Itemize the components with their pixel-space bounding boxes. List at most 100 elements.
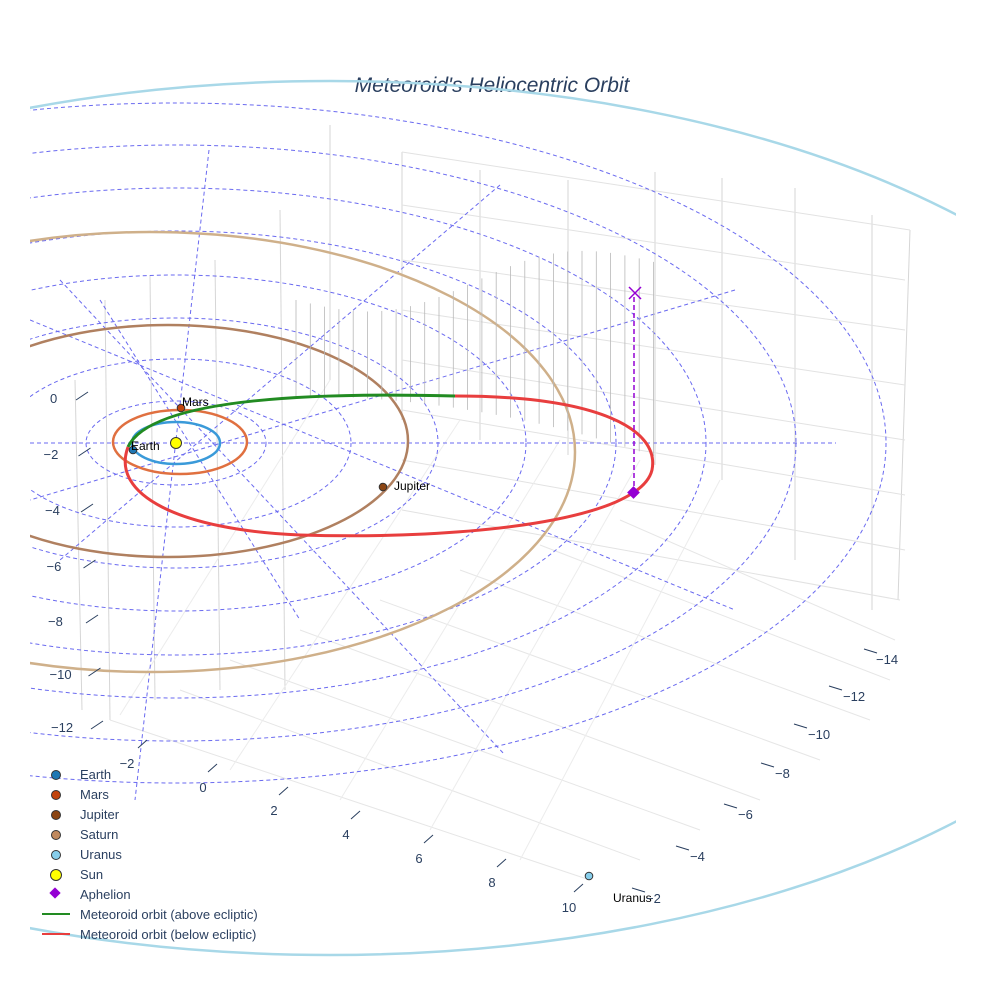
legend-label: Mars (80, 786, 109, 802)
polar-ring (30, 274, 527, 612)
x-tick-mark (207, 763, 218, 773)
legend-marker (51, 830, 61, 840)
y-tick-mark (828, 685, 843, 691)
legend-marker (51, 770, 61, 780)
polar-ring (30, 358, 352, 528)
grid-line (279, 209, 286, 691)
polar-spoke (59, 279, 506, 756)
y-tick-label: −14 (876, 652, 898, 667)
z-tick-label: −2 (44, 447, 59, 462)
polar-spoke (30, 319, 736, 611)
x-tick-mark (423, 834, 434, 844)
legend-item[interactable]: Earth (40, 764, 258, 784)
legend-symbol (40, 764, 74, 784)
x-tick-label: 8 (488, 875, 495, 890)
legend-symbol (40, 824, 74, 844)
grid-line (104, 299, 111, 721)
saturn-orbit (30, 230, 577, 674)
grid-line (119, 379, 331, 716)
z-tick-mark (85, 614, 99, 624)
z-tick-mark (78, 447, 91, 457)
legend-label: Earth (80, 766, 112, 782)
grid-line (74, 379, 83, 711)
grid-line (539, 544, 891, 681)
x-tick-label: −2 (120, 756, 135, 771)
legend-label: Meteoroid orbit (above ecliptic) (80, 906, 258, 922)
uranus-label: Uranus (613, 891, 652, 905)
legend-symbol (40, 784, 74, 804)
legend-marker (42, 913, 70, 915)
legend-marker (42, 933, 70, 935)
x-tick-mark (573, 883, 584, 893)
x-tick-mark (496, 858, 507, 868)
meteoroid-orbit-below (123, 394, 655, 538)
legend-marker (50, 869, 62, 881)
legend-item[interactable]: Meteoroid orbit (below ecliptic) (40, 924, 258, 944)
uranus-marker (584, 871, 594, 881)
legend-label: Saturn (80, 826, 119, 842)
grid-line (299, 629, 761, 801)
z-tick-mark (83, 559, 96, 569)
grid-line (214, 259, 221, 691)
polar-spoke (59, 184, 501, 561)
x-tick-label: 0 (199, 780, 206, 795)
legend-label: Uranus (80, 846, 122, 862)
y-tick-mark (631, 887, 646, 893)
legend-item[interactable]: Meteoroid orbit (above ecliptic) (40, 904, 258, 924)
legend-symbol (40, 804, 74, 824)
legend-label: Aphelion (80, 886, 131, 902)
grid-line (229, 419, 461, 771)
z-tick-mark (90, 720, 104, 730)
earth-label: Earth (131, 439, 160, 453)
polar-ring (30, 102, 887, 784)
z-tick-mark (88, 667, 101, 677)
z-tick-label: 0 (50, 391, 57, 406)
legend-item[interactable]: Sun (40, 864, 258, 884)
legend: Earth Mars Jupiter Saturn Uranus Sun Aphelion M… (40, 764, 258, 944)
x-tick-label: 6 (415, 851, 422, 866)
grid-line (229, 659, 701, 831)
legend-marker (49, 887, 61, 899)
z-tick-label: −6 (47, 559, 62, 574)
legend-marker (51, 850, 61, 860)
x-tick-mark (278, 786, 289, 796)
grid-line (401, 151, 911, 231)
y-tick-label: −6 (738, 807, 753, 822)
legend-item[interactable]: Saturn (40, 824, 258, 844)
legend-item[interactable]: Uranus (40, 844, 258, 864)
aphelion-projection-marker (628, 286, 642, 300)
x-tick-label: 2 (270, 803, 277, 818)
y-tick-label: −12 (843, 689, 865, 704)
grid-line (179, 689, 641, 861)
jupiter-orbit (30, 323, 410, 559)
mars-marker (176, 403, 186, 413)
legend-item[interactable]: Mars (40, 784, 258, 804)
grid-line (401, 204, 906, 281)
sun-marker (170, 437, 182, 449)
grid-line (519, 479, 721, 861)
grid-line (897, 229, 911, 601)
jupiter-marker (378, 482, 388, 492)
y-tick-mark (793, 723, 808, 729)
earth-marker (128, 445, 138, 455)
y-tick-label: −8 (775, 766, 790, 781)
legend-label: Meteoroid orbit (below ecliptic) (80, 926, 257, 942)
jupiter-label: Jupiter (394, 479, 430, 493)
legend-symbol (40, 864, 74, 884)
legend-item[interactable]: Jupiter (40, 804, 258, 824)
y-tick-label: −2 (646, 891, 661, 906)
legend-marker (51, 790, 61, 800)
grid-line (401, 509, 901, 601)
legend-label: Sun (80, 866, 104, 882)
chart-title: Meteoroid's Heliocentric Orbit (354, 74, 630, 97)
grid-line (109, 719, 591, 881)
z-tick-mark (80, 503, 94, 513)
legend-label: Jupiter (80, 806, 120, 822)
legend-marker (51, 810, 61, 820)
legend-symbol (40, 924, 74, 944)
legend-symbol (40, 844, 74, 864)
legend-item[interactable]: Aphelion (40, 884, 258, 904)
z-tick-label: −10 (50, 667, 72, 682)
y-tick-mark (675, 845, 690, 851)
